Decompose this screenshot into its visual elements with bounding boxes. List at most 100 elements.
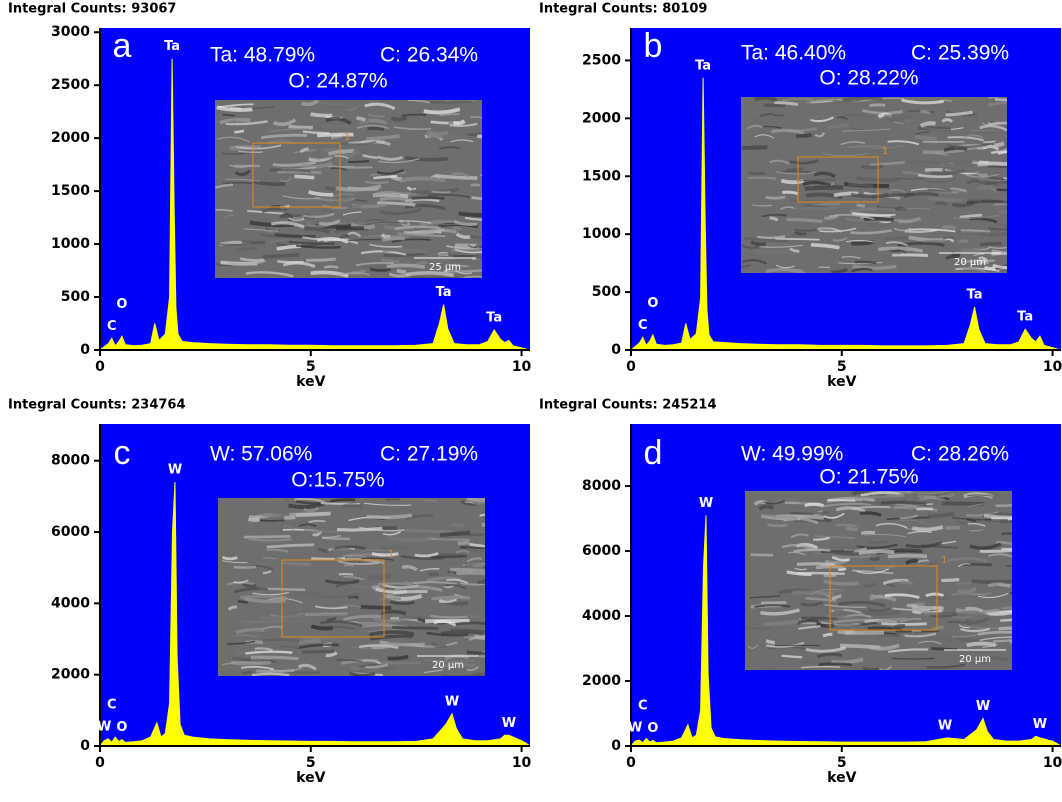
- texture-stroke: [844, 184, 889, 186]
- x-axis-label: keV: [296, 770, 325, 786]
- x-axis-label: keV: [827, 374, 856, 390]
- texture-stroke: [766, 641, 775, 643]
- texture-stroke: [895, 626, 905, 628]
- x-tick-label: 5: [837, 755, 847, 771]
- peak-label: W: [938, 718, 952, 733]
- texture-stroke: [766, 197, 786, 198]
- y-tick-label: 2500: [582, 52, 621, 68]
- y-tick-label: 1500: [51, 183, 90, 199]
- texture-stroke: [428, 574, 438, 575]
- texture-stroke: [458, 543, 469, 544]
- texture-stroke: [242, 672, 252, 673]
- peak-label: W: [502, 716, 516, 731]
- texture-stroke: [863, 668, 879, 670]
- panel-letter: b: [644, 27, 663, 65]
- peak-label: Ta: [486, 310, 502, 325]
- scale-bar-label: 20 µm: [954, 257, 986, 268]
- texture-stroke: [942, 503, 985, 504]
- texture-stroke: [859, 551, 894, 553]
- panel-letter: a: [113, 27, 132, 65]
- texture-stroke: [427, 132, 448, 134]
- composition: C: 28.26%: [911, 443, 1009, 466]
- x-tick-label: 10: [512, 755, 532, 771]
- region-label: 1: [941, 555, 947, 566]
- texture-stroke: [356, 118, 365, 120]
- region-label: 1: [882, 146, 888, 157]
- peak-label: W: [628, 721, 642, 736]
- panel-letter: c: [114, 434, 131, 472]
- texture-stroke: [223, 183, 253, 184]
- texture-stroke: [935, 203, 947, 204]
- composition: W: 49.99%: [741, 443, 843, 466]
- y-tick-label: 0: [80, 342, 90, 358]
- region-label: 1: [388, 549, 394, 560]
- texture-stroke: [838, 569, 846, 570]
- panel-title: Integral Counts: 234764: [8, 398, 186, 413]
- texture-stroke: [234, 567, 256, 568]
- x-tick-label: 10: [1043, 755, 1062, 771]
- texture-stroke: [900, 582, 913, 584]
- peak-label: W: [97, 719, 111, 734]
- panel-title: Integral Counts: 245214: [539, 398, 717, 413]
- sem-inset: 1 20 µm: [218, 496, 523, 677]
- composition: Ta: 46.40%: [741, 42, 846, 65]
- x-tick-label: 5: [837, 359, 847, 375]
- composition: O:15.75%: [291, 469, 384, 492]
- texture-stroke: [864, 219, 894, 221]
- texture-stroke: [412, 198, 445, 199]
- texture-stroke: [912, 631, 922, 632]
- texture-stroke: [367, 128, 383, 129]
- peak-label: Ta: [164, 39, 180, 54]
- texture-stroke: [392, 627, 438, 628]
- figure: Integral Counts: 93067050010001500200025…: [0, 0, 1062, 798]
- texture-stroke: [886, 119, 918, 121]
- texture-stroke: [388, 657, 409, 659]
- peak-label: C: [107, 319, 117, 334]
- y-tick-label: 4000: [582, 608, 621, 624]
- texture-stroke: [345, 565, 354, 566]
- texture-stroke: [892, 255, 928, 256]
- peak-label: C: [638, 318, 648, 333]
- y-tick-label: 500: [592, 284, 621, 300]
- x-tick-label: 0: [626, 755, 636, 771]
- x-tick-label: 0: [626, 359, 636, 375]
- texture-stroke: [892, 184, 918, 186]
- texture-stroke: [787, 168, 803, 170]
- texture-stroke: [823, 634, 832, 636]
- texture-stroke: [782, 656, 802, 658]
- texture-stroke: [262, 255, 299, 257]
- peak-label: W: [445, 694, 459, 709]
- y-tick-label: 500: [61, 289, 90, 305]
- texture-stroke: [306, 259, 335, 260]
- scale-bar-label: 20 µm: [432, 660, 464, 671]
- scale-bar-label: 25 µm: [429, 262, 461, 273]
- y-tick-label: 8000: [51, 453, 90, 469]
- texture-stroke: [379, 598, 401, 599]
- x-tick-label: 0: [95, 755, 105, 771]
- texture-stroke: [243, 585, 256, 586]
- texture-stroke: [881, 503, 926, 505]
- y-tick-label: 8000: [582, 478, 621, 494]
- y-tick-label: 6000: [582, 543, 621, 559]
- texture-stroke: [302, 651, 334, 652]
- texture-stroke: [331, 500, 355, 502]
- texture-stroke: [796, 135, 811, 136]
- texture-stroke: [851, 195, 889, 197]
- peak-label: O: [116, 720, 127, 735]
- composition: C: 25.39%: [911, 42, 1009, 65]
- texture-stroke: [431, 556, 467, 557]
- texture-stroke: [294, 176, 314, 177]
- y-tick-label: 1000: [582, 226, 621, 242]
- texture-stroke: [238, 601, 248, 602]
- texture-stroke: [942, 227, 956, 229]
- texture-stroke: [968, 200, 981, 201]
- texture-stroke: [892, 658, 934, 659]
- texture-stroke: [764, 105, 786, 106]
- texture-stroke: [405, 530, 453, 531]
- texture-stroke: [846, 529, 857, 530]
- y-tick-label: 2000: [582, 673, 621, 689]
- peak-label: O: [647, 721, 658, 736]
- y-tick-label: 0: [611, 738, 621, 754]
- texture-stroke: [278, 171, 321, 172]
- texture-stroke: [361, 607, 392, 608]
